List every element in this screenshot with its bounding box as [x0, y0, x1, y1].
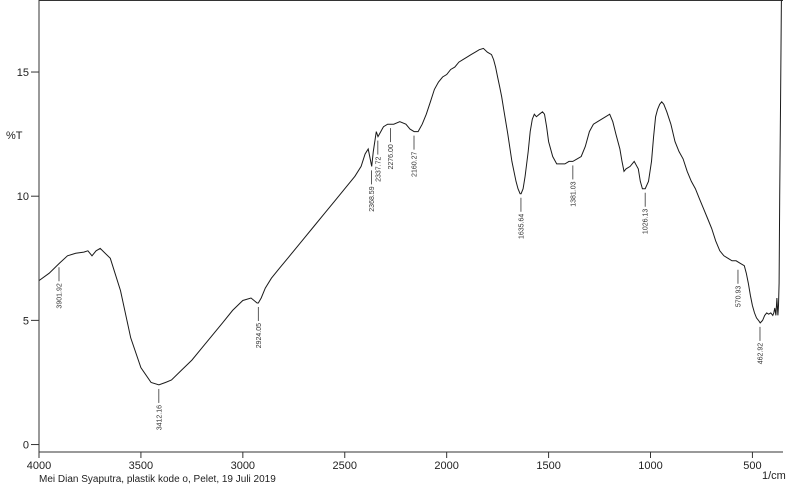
peak-label: 2368.59 [369, 186, 376, 211]
x-tick-label: 1000 [638, 460, 662, 472]
x-tick-label: 4000 [27, 460, 51, 472]
spectrum-line [38, 0, 782, 386]
x-tick-label: 2500 [333, 460, 357, 472]
x-tick-label: 3000 [231, 460, 255, 472]
peak-label: 570.93 [735, 286, 742, 308]
peak-label: 2924.05 [256, 323, 263, 348]
peak-label: 1381.03 [570, 181, 577, 206]
x-tick-label: 3500 [129, 460, 153, 472]
sample-caption: Mei Dian Syaputra, plastik kode o, Pelet… [39, 474, 276, 485]
x-tick-label: 1500 [536, 460, 560, 472]
y-tick-label: 5 [23, 315, 29, 327]
y-tick-label: 15 [17, 67, 29, 79]
x-tick-label: 500 [743, 460, 761, 472]
peak-label: 2160.27 [412, 152, 419, 177]
peak-label: 2337.72 [375, 156, 382, 181]
peak-label: 3412.16 [156, 405, 163, 430]
y-tick-label: 0 [23, 440, 29, 452]
x-axis-unit: 1/cm [762, 470, 786, 482]
peak-label: 1026.13 [643, 209, 650, 234]
peak-label: 1635.64 [518, 214, 525, 239]
peak-label: 462.92 [757, 343, 764, 365]
peak-label: 2276.00 [388, 144, 395, 169]
peak-label: 3901.92 [56, 283, 63, 308]
y-tick-label: 10 [17, 191, 29, 203]
x-tick-label: 2000 [434, 460, 458, 472]
y-axis-label: %T [6, 130, 23, 142]
